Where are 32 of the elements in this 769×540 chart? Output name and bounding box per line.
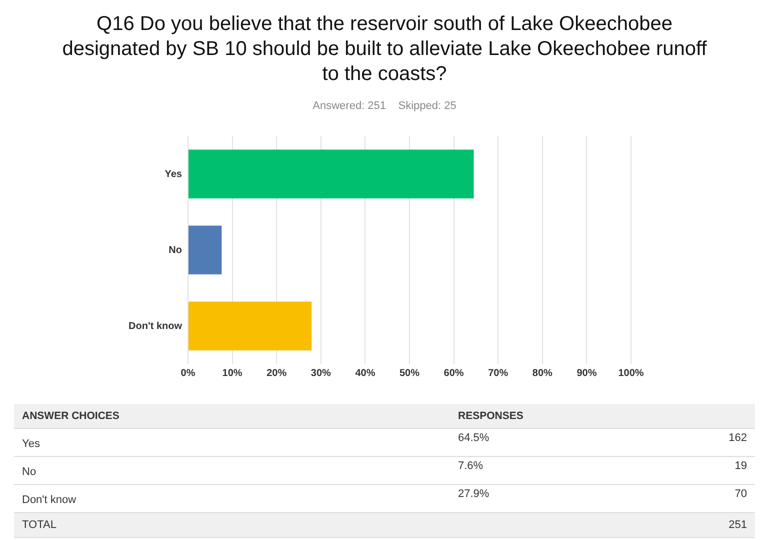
x-tick-label: 90% [576,368,597,379]
y-tick-label: Don't know [128,320,182,332]
x-tick-label: 60% [444,368,464,379]
category-label: No [14,456,450,484]
chart-title: Q16 Do you believe that the reservoir south of Lake Okeechobee designated by SB 10 should be built to alleviate Lake Okeechobee runoff to the coasts? [61,12,708,87]
x-tick-label: 100% [618,368,644,379]
y-tick-label: Yes [164,168,182,180]
x-tick-label: 20% [266,368,287,379]
x-tick-label: 50% [399,368,420,379]
data-label: 19 [626,456,755,484]
category-label: Yes [14,428,450,456]
text: TOTAL [14,512,450,538]
x-tick-label: 0% [180,368,196,379]
category-label: Don't know [14,484,450,512]
x-tick-label: 10% [222,368,242,379]
text: ANSWER CHOICES [14,404,450,428]
x-tick-label: 80% [532,368,553,379]
text: 251 [450,512,755,538]
text: 7.6% [458,460,484,472]
text: 27.9% [458,488,490,500]
x-tick-label: 30% [310,368,332,379]
bar [188,226,222,274]
text: RESPONSES [450,404,755,428]
x-tick-label: 70% [488,368,508,379]
y-tick-label: No [168,244,182,256]
x-tick-label: 40% [355,368,376,379]
chart-subtitle: Answered: 251 Skipped: 25 [312,100,458,112]
text: 64.5% [458,432,490,444]
bar [188,150,474,198]
data-label: 70 [626,484,755,512]
bar [188,302,312,350]
data-label: 162 [626,428,755,456]
